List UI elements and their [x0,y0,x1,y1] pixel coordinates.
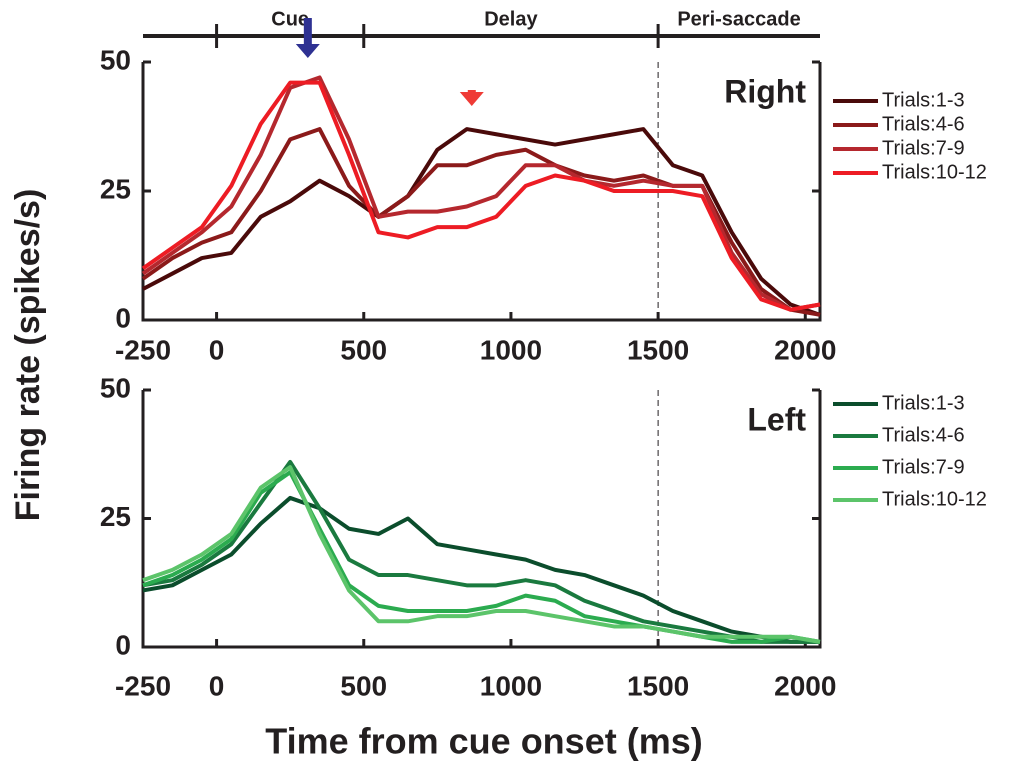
y-tick-label: 0 [115,629,131,660]
y-tick-label: 25 [100,501,131,532]
x-axis-label: Time from cue onset (ms) [265,721,702,762]
data-line [142,495,820,644]
data-line [142,470,821,644]
arrow [295,18,320,58]
y-axis-label: Firing rate (spikes/s) [9,189,47,522]
x-tick-label: 2000 [774,670,836,701]
y-tick-label: 25 [100,173,131,204]
y-tick-label: 50 [100,372,131,403]
x-tick-label: 1500 [627,670,689,701]
arrow [459,90,484,106]
y-tick-label: 50 [100,44,131,75]
legend-label: Trials:7-9 [882,456,965,478]
epoch-label: Delay [484,8,538,30]
data-line [142,465,821,644]
legend-label: Trials:7-9 [882,137,965,159]
x-tick-label: 2000 [774,334,836,365]
y-tick-label: 0 [115,302,131,333]
data-line [142,459,820,644]
x-tick-label: 500 [340,334,387,365]
legend-label: Trials:4-6 [882,424,965,446]
data-line [141,80,821,312]
x-tick-label: 1000 [480,670,542,701]
legend-label: Trials:10-12 [882,161,987,183]
epoch-label: Peri-saccade [677,8,800,30]
data-line [142,127,821,317]
legend-label: Trials:1-3 [882,392,965,414]
x-tick-label: 1500 [627,334,689,365]
x-tick-label: 500 [340,670,387,701]
panel-title: Left [747,401,806,437]
x-tick-label: 0 [209,334,225,365]
epoch-label: Cue [271,8,309,30]
data-line [141,75,821,312]
x-tick-label: -250 [115,670,171,701]
panel-title: Right [724,73,806,109]
legend-label: Trials:4-6 [882,113,965,135]
x-tick-label: -250 [115,334,171,365]
x-tick-label: 0 [209,670,225,701]
x-tick-label: 1000 [480,334,542,365]
legend-label: Trials:1-3 [882,89,965,111]
axis-frame [141,62,822,322]
legend-label: Trials:10-12 [882,488,987,510]
